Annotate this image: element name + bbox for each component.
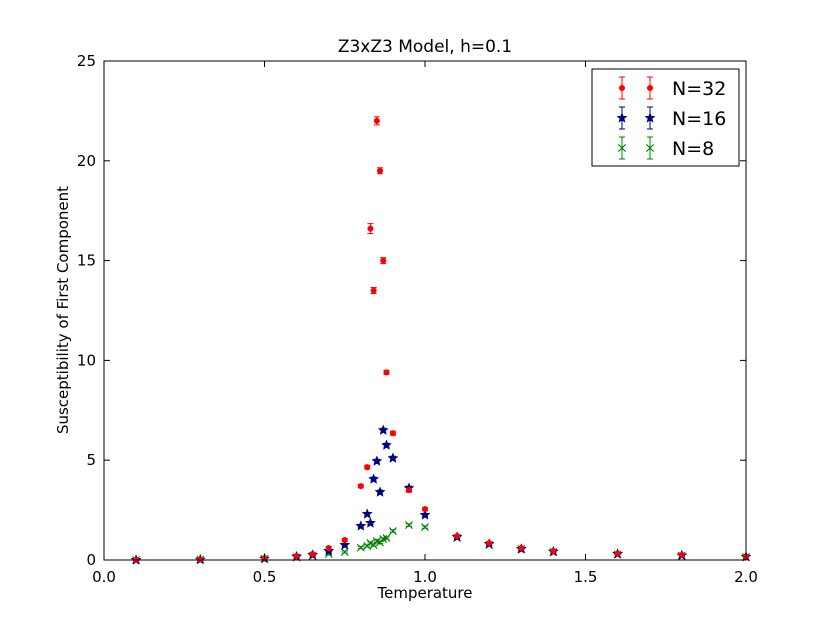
- legend-marker: [616, 112, 628, 123]
- legend-item: N=16: [616, 106, 726, 130]
- data-point: [383, 369, 390, 376]
- data-point: [309, 550, 316, 558]
- data-point: [404, 521, 413, 530]
- y-axis-label: Susceptibility of First Component: [54, 186, 72, 434]
- y-tick-label: 25: [77, 52, 96, 70]
- data-point: [550, 547, 557, 555]
- data-point: [364, 517, 377, 528]
- data-point: [367, 225, 374, 232]
- legend-label: N=16: [672, 108, 726, 130]
- data-point: [355, 520, 367, 531]
- x-tick-label: 0.5: [253, 568, 277, 586]
- data-point: [388, 527, 397, 536]
- chart-title: Z3xZ3 Model, h=0.1: [338, 37, 512, 57]
- data-point: [454, 532, 461, 540]
- data-point: [325, 544, 332, 552]
- data-point: [374, 486, 386, 497]
- data-point: [373, 117, 380, 124]
- data-point: [486, 539, 493, 547]
- data-point: [518, 544, 525, 552]
- data-point: [377, 424, 389, 436]
- x-tick-label: 1.5: [574, 568, 598, 586]
- y-tick-label: 10: [77, 351, 96, 369]
- data-point: [197, 556, 204, 563]
- y-tick-label: 15: [77, 252, 96, 270]
- data-point: [341, 536, 348, 544]
- data-point: [678, 551, 685, 559]
- y-tick-label: 20: [77, 152, 96, 170]
- data-point: [382, 534, 391, 543]
- data-point: [293, 552, 300, 560]
- legend-label: N=32: [672, 78, 726, 100]
- legend-marker: [618, 144, 626, 152]
- data-point: [380, 257, 387, 264]
- legend-item: N=32: [618, 76, 726, 100]
- legend-label: N=8: [672, 138, 714, 160]
- data-point: [389, 430, 396, 437]
- legend: N=32 N=16 N=8: [591, 68, 740, 167]
- data-point: [370, 287, 377, 294]
- legend-marker: [618, 84, 626, 92]
- data-point: [421, 506, 429, 513]
- data-point: [387, 452, 399, 463]
- legend-item: N=8: [618, 136, 714, 160]
- data-point: [377, 167, 384, 174]
- x-tick-label: 1.0: [413, 568, 437, 586]
- data-point: [356, 543, 365, 552]
- data-point: [357, 483, 364, 490]
- data-point: [371, 455, 383, 466]
- legend-marker: [644, 112, 656, 123]
- data-point: [339, 539, 351, 550]
- data-point: [614, 550, 621, 557]
- data-point: [419, 509, 431, 520]
- data-point: [380, 439, 393, 451]
- x-tick-label: 0.0: [92, 568, 116, 586]
- legend-marker: [646, 144, 654, 152]
- data-point: [421, 523, 429, 532]
- data-point: [405, 487, 413, 494]
- y-tick-label: 5: [86, 451, 96, 469]
- data-point: [340, 548, 349, 557]
- x-tick-label: 2.0: [734, 568, 758, 586]
- data-point: [368, 473, 380, 484]
- y-tick-label: 0: [86, 551, 96, 569]
- data-point: [369, 541, 378, 550]
- axis-ticks: 0.0 0.5 1.0 1.5 2.0 0 5 10 15 20 25: [77, 52, 758, 586]
- plot-area: [130, 116, 752, 565]
- data-point: [364, 464, 371, 471]
- legend-marker: [646, 84, 654, 92]
- x-axis-label: Temperature: [376, 584, 472, 602]
- data-point: [361, 508, 373, 519]
- legend-box: [591, 68, 740, 167]
